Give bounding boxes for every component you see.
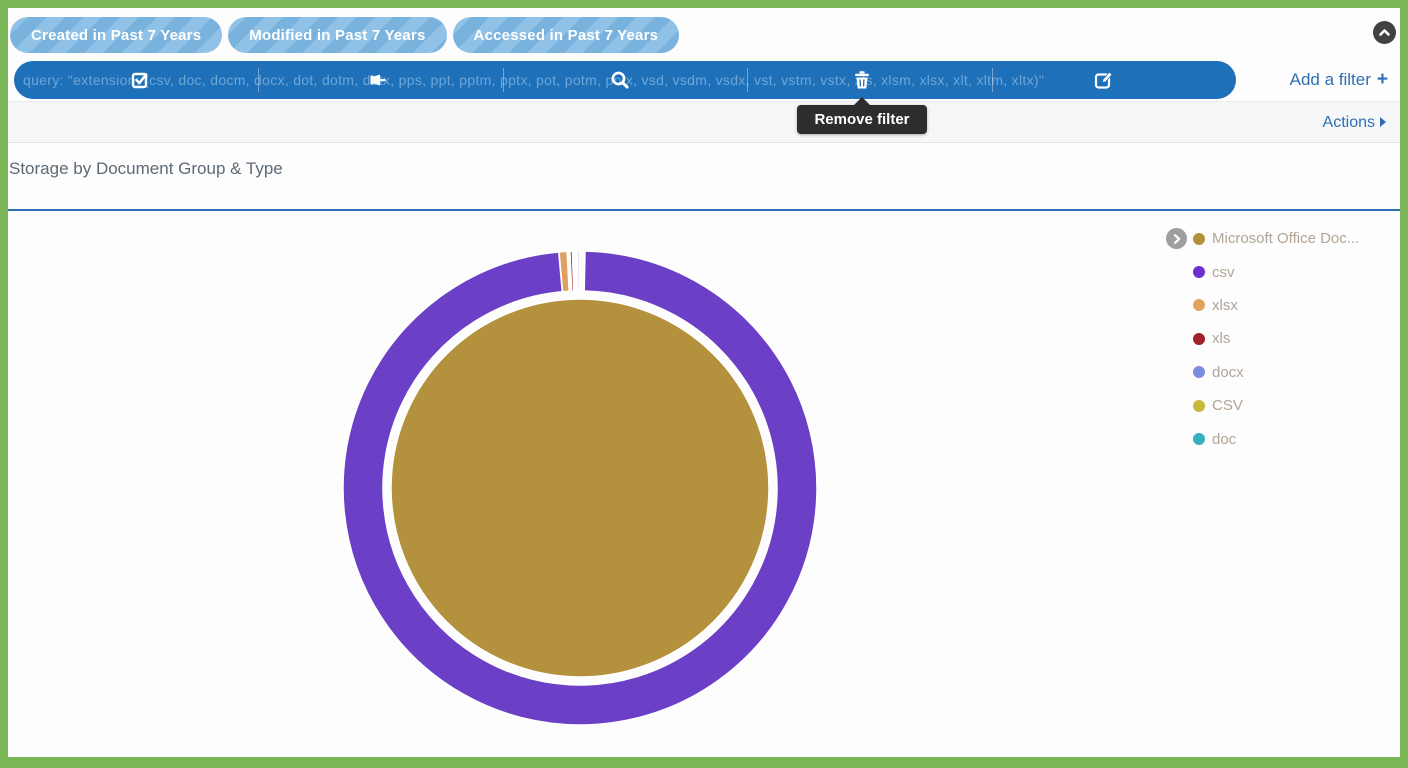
chart-legend: Microsoft Office Doc... csv xlsx xls doc… [1166,222,1398,456]
actions-label: Actions [1322,114,1375,131]
legend-label[interactable]: csv [1212,263,1235,281]
filter-pill-created[interactable]: Created in Past 7 Years [10,17,223,53]
remove-filter-tooltip: Remove filter [797,97,927,134]
validate-checkbox-icon[interactable] [131,71,149,89]
legend-label[interactable]: CSV [1212,397,1243,415]
caret-right-icon [1380,117,1386,127]
trash-icon[interactable] [854,71,871,90]
panel-title: Storage by Document Group & Type [9,159,283,178]
sunburst-outer-segment-xls[interactable] [569,250,575,292]
sunburst-inner-segment[interactable] [390,298,770,678]
chevron-up-icon [1377,25,1392,40]
collapse-panel-button[interactable] [1373,21,1396,44]
plus-icon: + [1376,69,1388,90]
filter-pills-row: Created in Past 7 Years Modified in Past… [10,17,680,53]
legend-swatch [1193,433,1205,446]
legend-label[interactable]: xls [1212,330,1231,348]
legend-label[interactable]: xlsx [1212,296,1238,314]
query-segment-divider [503,68,504,92]
filter-pill-modified[interactable]: Modified in Past 7 Years [228,17,447,53]
legend-label[interactable]: Microsoft Office Doc... [1212,230,1360,248]
legend-swatch [1193,366,1205,379]
legend-swatch [1193,266,1205,279]
query-segment-divider [258,68,259,92]
sunburst-outer-segment-csv[interactable] [342,250,818,726]
actions-band: Actions [8,101,1400,143]
pin-icon[interactable] [370,72,387,88]
sunburst-outer-segment-xlsx[interactable] [558,250,571,293]
legend-swatch [1193,232,1205,245]
legend-item: CSV [1166,389,1398,422]
legend-swatch [1193,399,1205,412]
legend-item: docx [1166,356,1398,389]
legend-item: doc [1166,422,1398,455]
legend-item: xls [1166,322,1398,355]
legend-swatch [1193,332,1205,345]
panel-divider [8,209,1400,211]
edit-icon[interactable] [1094,71,1114,90]
query-segment-divider [992,68,993,92]
sunburst-outer-segment-docx[interactable] [576,250,581,292]
sunburst-chart[interactable] [8,211,1400,757]
legend-swatch [1193,299,1205,312]
legend-label[interactable]: docx [1212,363,1244,381]
legend-expand-button[interactable] [1166,228,1187,250]
add-filter-button[interactable]: Add a filter + [1290,68,1388,92]
zoom-icon[interactable] [611,71,630,90]
actions-menu-button[interactable]: Actions [1323,102,1386,144]
query-segment-divider [747,68,748,92]
query-text: query: "extension: (csv, doc, docm, docx… [23,72,1045,88]
filter-pill-accessed[interactable]: Accessed in Past 7 Years [452,17,680,53]
query-filter-bar[interactable]: query: "extension: (csv, doc, docm, docx… [14,61,1236,99]
legend-label[interactable]: doc [1212,430,1237,448]
legend-item: csv [1166,255,1398,288]
legend-item-group: Microsoft Office Doc... [1166,222,1398,255]
legend-item: xlsx [1166,289,1398,322]
add-filter-label: Add a filter [1289,70,1371,89]
